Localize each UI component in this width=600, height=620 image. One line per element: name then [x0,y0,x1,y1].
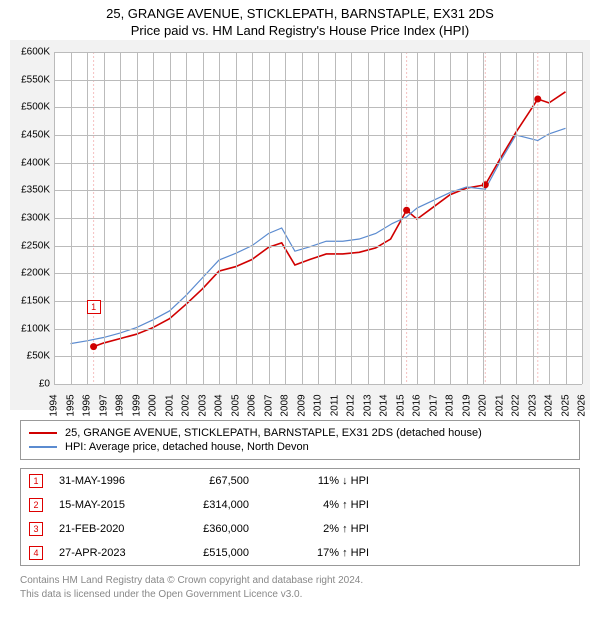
y-axis-label: £100K [10,323,50,334]
row-date: 21-FEB-2020 [59,523,179,535]
x-axis-label: 2019 [461,394,472,416]
table-row: 1 31-MAY-1996£67,50011% ↓ HPI [21,469,579,493]
y-axis-label: £500K [10,102,50,113]
legend-item: HPI: Average price, detached house, Nort… [29,441,571,453]
y-axis-label: £200K [10,268,50,279]
x-axis-label: 1999 [131,394,142,416]
footer-line: Contains HM Land Registry data © Crown c… [20,574,580,588]
x-axis-label: 1996 [82,394,93,416]
row-delta: 4% ↑ HPI [279,499,369,511]
table-row: 4 27-APR-2023£515,00017% ↑ HPI [21,541,579,565]
x-axis-label: 2000 [148,394,159,416]
x-axis-label: 2016 [412,394,423,416]
x-axis-label: 2010 [313,394,324,416]
footer-line: This data is licensed under the Open Gov… [20,588,580,602]
x-axis-label: 2007 [263,394,274,416]
y-axis-label: £600K [10,47,50,58]
x-axis-label: 1997 [98,394,109,416]
x-axis-label: 2005 [230,394,241,416]
footer: Contains HM Land Registry data © Crown c… [20,574,580,602]
y-axis-label: £0 [10,379,50,390]
x-axis-label: 2023 [527,394,538,416]
title-subtitle: Price paid vs. HM Land Registry's House … [0,23,600,38]
x-axis-label: 2003 [197,394,208,416]
row-marker: 3 [29,522,43,536]
x-axis-label: 2004 [214,394,225,416]
row-marker: 2 [29,498,43,512]
x-axis-label: 2021 [494,394,505,416]
row-date: 27-APR-2023 [59,547,179,559]
x-axis-label: 2022 [511,394,522,416]
plot-area: 1234 [54,52,582,384]
row-date: 31-MAY-1996 [59,475,179,487]
x-axis-label: 2013 [362,394,373,416]
x-axis-label: 2018 [445,394,456,416]
y-axis-label: £550K [10,74,50,85]
chart-container: 25, GRANGE AVENUE, STICKLEPATH, BARNSTAP… [0,0,600,620]
titles: 25, GRANGE AVENUE, STICKLEPATH, BARNSTAP… [0,0,600,40]
row-price: £515,000 [179,547,279,559]
x-axis-label: 2017 [428,394,439,416]
row-delta: 2% ↑ HPI [279,523,369,535]
legend-label: 25, GRANGE AVENUE, STICKLEPATH, BARNSTAP… [65,427,482,439]
transactions-table: 1 31-MAY-1996£67,50011% ↓ HPI 2 15-MAY-2015… [20,468,580,566]
row-delta: 11% ↓ HPI [279,475,369,487]
x-axis-label: 1995 [65,394,76,416]
x-axis-label: 2025 [560,394,571,416]
x-axis-label: 2012 [346,394,357,416]
row-marker: 4 [29,546,43,560]
x-axis-label: 2008 [280,394,291,416]
x-axis-label: 2015 [395,394,406,416]
row-delta: 17% ↑ HPI [279,547,369,559]
legend-label: HPI: Average price, detached house, Nort… [65,441,309,453]
chart-marker: 1 [87,300,101,314]
x-axis-label: 2001 [164,394,175,416]
row-date: 15-MAY-2015 [59,499,179,511]
x-axis-label: 1998 [115,394,126,416]
y-axis-label: £250K [10,240,50,251]
row-marker: 1 [29,474,43,488]
table-row: 2 15-MAY-2015£314,0004% ↑ HPI [21,493,579,517]
x-axis-label: 2009 [296,394,307,416]
x-axis-label: 2014 [379,394,390,416]
x-axis-label: 2006 [247,394,258,416]
chart-area: 1234 £0 £50K £100K £150K £200K £250K £300K £350… [10,40,590,410]
y-axis-label: £400K [10,157,50,168]
legend-swatch [29,446,57,448]
row-price: £360,000 [179,523,279,535]
row-price: £314,000 [179,499,279,511]
legend: 25, GRANGE AVENUE, STICKLEPATH, BARNSTAP… [20,420,580,460]
x-axis-label: 2020 [478,394,489,416]
x-axis-label: 2011 [329,395,340,417]
y-axis-label: £450K [10,130,50,141]
x-axis-label: 2026 [577,394,588,416]
legend-item: 25, GRANGE AVENUE, STICKLEPATH, BARNSTAP… [29,427,571,439]
y-axis-label: £150K [10,296,50,307]
title-address: 25, GRANGE AVENUE, STICKLEPATH, BARNSTAP… [0,6,600,21]
y-axis-label: £350K [10,185,50,196]
x-axis-label: 1994 [49,394,60,416]
row-price: £67,500 [179,475,279,487]
table-row: 3 21-FEB-2020£360,0002% ↑ HPI [21,517,579,541]
x-axis-label: 2024 [544,394,555,416]
y-axis-label: £50K [10,351,50,362]
legend-swatch [29,432,57,434]
x-axis-label: 2002 [181,394,192,416]
y-axis-label: £300K [10,213,50,224]
